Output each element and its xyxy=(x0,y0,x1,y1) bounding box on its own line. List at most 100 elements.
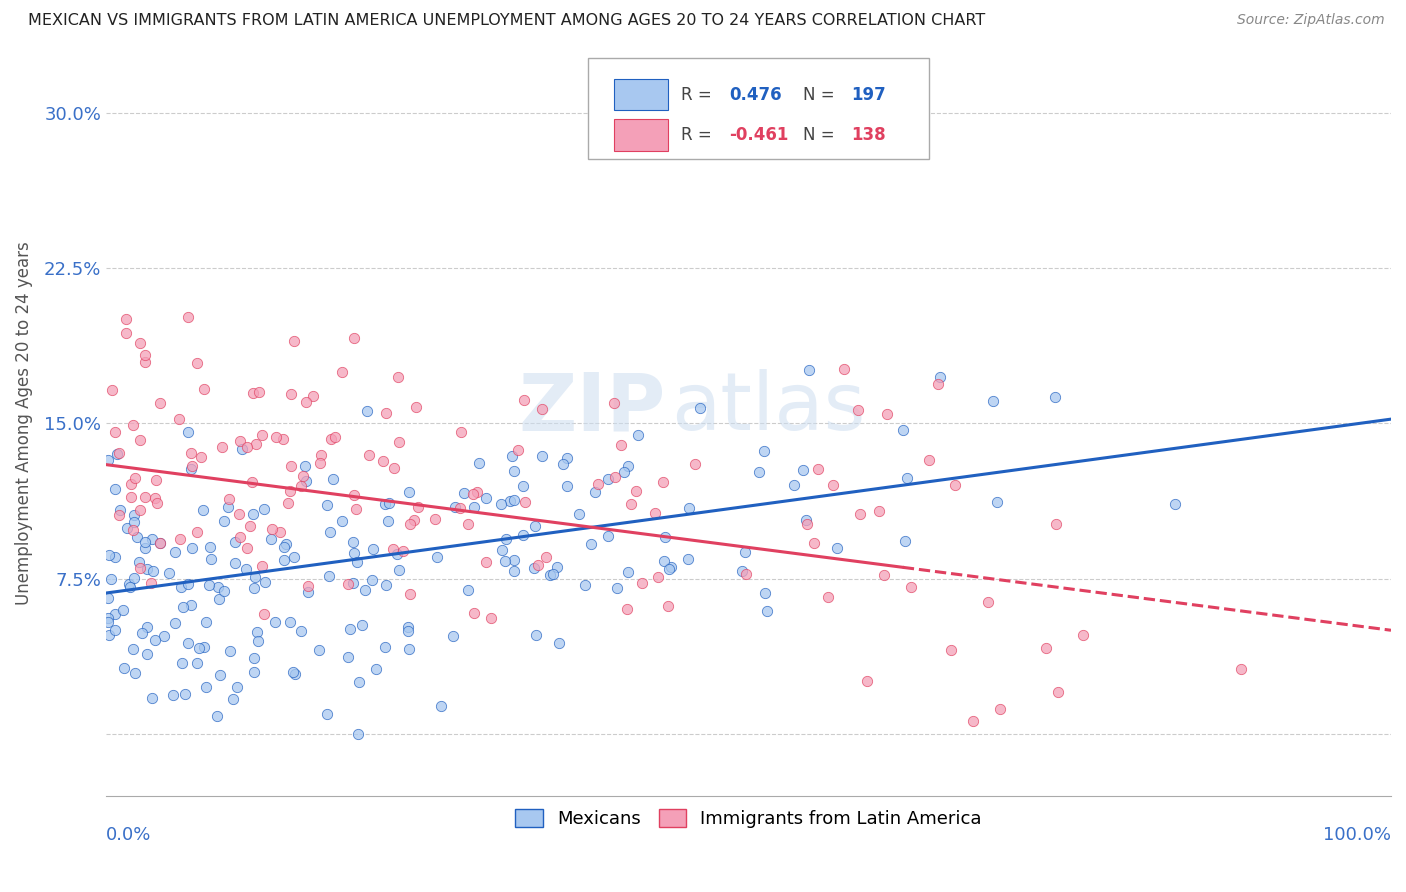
Point xyxy=(115,326,138,340)
Point xyxy=(344,502,367,516)
Point xyxy=(382,461,405,475)
Point xyxy=(319,432,342,446)
Point xyxy=(294,474,316,488)
Point xyxy=(253,574,276,589)
Point xyxy=(104,425,127,439)
Point xyxy=(873,568,896,582)
Point xyxy=(274,537,297,551)
Point xyxy=(143,491,166,505)
Point xyxy=(579,537,602,551)
Point xyxy=(755,604,778,618)
Point xyxy=(1035,641,1057,656)
Point xyxy=(526,628,548,642)
Point xyxy=(527,558,550,572)
Point xyxy=(170,580,193,594)
Point xyxy=(734,544,756,558)
Point xyxy=(374,640,396,654)
Point xyxy=(475,555,498,569)
Text: 197: 197 xyxy=(852,86,886,103)
Point xyxy=(165,545,187,559)
Point xyxy=(209,668,232,682)
Point xyxy=(468,456,491,470)
Point xyxy=(169,533,191,547)
Point xyxy=(290,478,312,492)
Point xyxy=(491,543,513,558)
Point xyxy=(620,497,643,511)
Point xyxy=(318,524,340,539)
Point xyxy=(349,674,371,689)
Point xyxy=(605,470,627,484)
Point xyxy=(391,543,413,558)
Point xyxy=(350,618,373,632)
Point xyxy=(332,365,354,379)
Point xyxy=(229,434,252,448)
Point xyxy=(501,449,523,463)
Point xyxy=(322,471,344,485)
Point xyxy=(803,535,825,549)
Point xyxy=(104,482,127,496)
Point xyxy=(124,666,146,681)
Point xyxy=(97,591,120,605)
Point xyxy=(239,519,262,533)
Point xyxy=(242,650,264,665)
Point xyxy=(129,502,152,516)
Point xyxy=(108,446,131,460)
Point xyxy=(856,674,879,689)
Point xyxy=(523,560,546,574)
Point xyxy=(396,620,419,634)
Point xyxy=(399,517,422,532)
Point xyxy=(141,691,163,706)
Point xyxy=(212,514,235,528)
Text: R =: R = xyxy=(681,126,717,144)
Point xyxy=(398,485,420,500)
Point xyxy=(568,507,591,521)
Point xyxy=(323,430,346,444)
Point xyxy=(112,660,135,674)
Point xyxy=(574,577,596,591)
Point xyxy=(402,513,425,527)
Point xyxy=(463,500,485,514)
Point xyxy=(617,458,640,473)
Point xyxy=(939,643,962,657)
Point xyxy=(453,485,475,500)
Point xyxy=(557,479,579,493)
Point xyxy=(891,423,914,437)
Point xyxy=(613,465,636,479)
Point xyxy=(172,599,194,614)
Point xyxy=(630,576,652,591)
Point xyxy=(280,458,302,473)
Point xyxy=(224,556,246,570)
Point xyxy=(374,497,396,511)
Point xyxy=(387,547,409,561)
Point xyxy=(200,551,222,566)
FancyBboxPatch shape xyxy=(614,120,668,151)
Point xyxy=(364,662,387,676)
Point xyxy=(547,636,569,650)
Point xyxy=(228,508,250,522)
Text: 138: 138 xyxy=(852,126,886,144)
Point xyxy=(124,471,146,485)
Point xyxy=(292,469,315,483)
Point xyxy=(122,571,145,585)
Point xyxy=(186,656,208,670)
Point xyxy=(1164,497,1187,511)
Point xyxy=(242,665,264,680)
Text: ZIP: ZIP xyxy=(517,369,665,448)
Point xyxy=(143,632,166,647)
Point xyxy=(157,566,180,580)
Point xyxy=(659,560,682,574)
Point xyxy=(318,569,340,583)
Point xyxy=(499,494,522,508)
Point xyxy=(308,643,330,657)
Point xyxy=(146,496,169,510)
Point xyxy=(346,555,368,569)
Text: R =: R = xyxy=(681,86,717,103)
Point xyxy=(100,383,122,397)
Point xyxy=(136,648,159,662)
Point xyxy=(97,611,120,625)
Point xyxy=(398,642,420,657)
Point xyxy=(141,532,163,546)
Point xyxy=(598,529,620,543)
Point xyxy=(502,553,524,567)
Point xyxy=(962,714,984,728)
